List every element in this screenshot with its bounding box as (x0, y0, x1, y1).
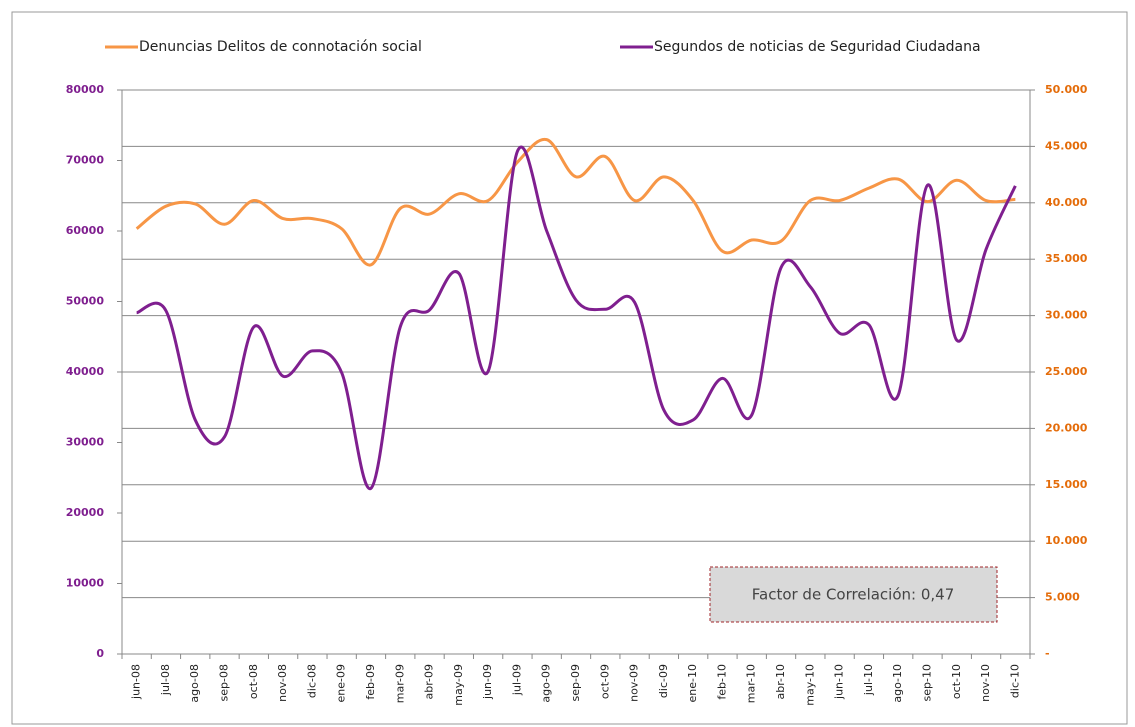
x-tick-label: sep-08 (218, 664, 231, 701)
x-tick-label: ene-09 (335, 664, 348, 702)
y2-tick-label: 15.000 (1045, 478, 1088, 491)
x-tick-label: mar-09 (393, 664, 406, 703)
x-tick-label: feb-10 (715, 664, 728, 700)
y2-tick-label: 40.000 (1045, 196, 1088, 209)
x-tick-label: jul-09 (510, 664, 523, 696)
y-tick-label: 60000 (66, 224, 105, 237)
y2-tick-label: - (1045, 647, 1050, 660)
y2-tick-label: 10.000 (1045, 534, 1088, 547)
x-tick-label: jun-09 (481, 664, 494, 700)
x-tick-label: nov-09 (628, 664, 641, 702)
x-tick-label: nov-10 (979, 664, 992, 702)
legend-label: Segundos de noticias de Seguridad Ciudad… (654, 39, 981, 55)
x-tick-label: may-09 (452, 664, 465, 706)
annotation: Factor de Correlación: 0,47 (709, 566, 998, 623)
x-tick-label: jun-08 (130, 664, 143, 700)
x-tick-label: feb-09 (364, 664, 377, 700)
y2-tick-label: 50.000 (1045, 83, 1088, 96)
y-tick-label: 40000 (66, 365, 105, 378)
x-tick-label: ago-09 (540, 664, 553, 703)
y-tick-label: 0 (96, 647, 104, 660)
y2-tick-label: 45.000 (1045, 139, 1088, 152)
x-tick-label: nov-08 (276, 664, 289, 702)
line-series (135, 137, 1016, 267)
x-tick-label: ene-10 (686, 664, 699, 702)
annotation-box (709, 566, 998, 623)
x-tick-label: oct-08 (247, 664, 260, 699)
x-tick-label: oct-10 (950, 664, 963, 699)
y-tick-label: 50000 (66, 295, 105, 308)
x-tick-label: sep-09 (569, 664, 582, 701)
y-tick-label: 10000 (66, 577, 105, 590)
x-tick-label: abr-09 (423, 664, 436, 700)
x-tick-label: mar-10 (745, 664, 758, 703)
legend-label: Denuncias Delitos de connotación social (139, 39, 422, 55)
x-tick-label: sep-10 (920, 664, 933, 701)
y2-tick-label: 20.000 (1045, 421, 1088, 434)
y2-tick-label: 35.000 (1045, 252, 1088, 265)
x-tick-label: ago-08 (188, 664, 201, 703)
x-tick-label: jul-08 (159, 664, 172, 696)
annotation-text: Factor de Correlación: 0,47 (752, 586, 955, 604)
y-tick-label: 70000 (66, 154, 105, 167)
line-series (136, 145, 1017, 490)
x-tick-label: ago-10 (891, 664, 904, 703)
y2-tick-label: 5.000 (1045, 591, 1080, 604)
y-tick-label: 30000 (66, 436, 105, 449)
x-tick-label: oct-09 (598, 664, 611, 699)
x-tick-label: jul-10 (862, 664, 875, 696)
x-tick-label: abr-10 (774, 664, 787, 700)
y-tick-label: 80000 (66, 83, 105, 96)
y2-tick-label: 30.000 (1045, 309, 1088, 322)
y-tick-label: 20000 (66, 506, 105, 519)
x-tick-label: dic-08 (305, 664, 318, 698)
x-tick-label: may-10 (803, 664, 816, 706)
x-tick-label: dic-10 (1008, 664, 1021, 698)
x-tick-label: dic-09 (657, 664, 670, 698)
y2-tick-label: 25.000 (1045, 365, 1088, 378)
x-tick-label: jun-10 (833, 664, 846, 700)
